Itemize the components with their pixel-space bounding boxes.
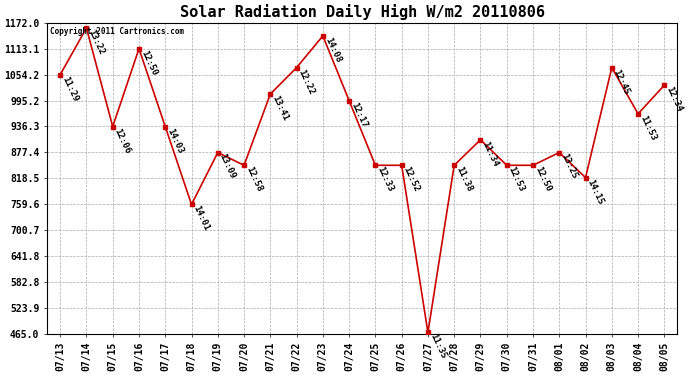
Text: 12:33: 12:33 bbox=[375, 165, 395, 194]
Text: 14:03: 14:03 bbox=[166, 127, 185, 155]
Text: 11:35: 11:35 bbox=[428, 333, 447, 361]
Text: 12:52: 12:52 bbox=[402, 165, 421, 194]
Text: 12:17: 12:17 bbox=[349, 100, 368, 129]
Text: 14:01: 14:01 bbox=[192, 204, 211, 232]
Text: 12:50: 12:50 bbox=[139, 49, 159, 77]
Text: 12:06: 12:06 bbox=[112, 127, 132, 155]
Text: 11:38: 11:38 bbox=[454, 165, 474, 194]
Text: 13:41: 13:41 bbox=[270, 94, 290, 122]
Title: Solar Radiation Daily High W/m2 20110806: Solar Radiation Daily High W/m2 20110806 bbox=[180, 4, 545, 20]
Text: 11:53: 11:53 bbox=[638, 114, 658, 142]
Text: 11:29: 11:29 bbox=[60, 75, 80, 103]
Text: 12:53: 12:53 bbox=[506, 165, 526, 194]
Text: 12:45: 12:45 bbox=[612, 68, 631, 96]
Text: 11:34: 11:34 bbox=[480, 140, 500, 168]
Text: 12:50: 12:50 bbox=[533, 165, 553, 194]
Text: 12:34: 12:34 bbox=[664, 85, 684, 113]
Text: 12:58: 12:58 bbox=[244, 165, 264, 194]
Text: 13:09: 13:09 bbox=[218, 153, 237, 181]
Text: 14:08: 14:08 bbox=[323, 36, 342, 64]
Text: 13:22: 13:22 bbox=[86, 28, 106, 56]
Text: 13:25: 13:25 bbox=[560, 153, 579, 181]
Text: 12:22: 12:22 bbox=[297, 68, 316, 96]
Text: Copyright 2011 Cartronics.com: Copyright 2011 Cartronics.com bbox=[50, 27, 184, 36]
Text: 14:15: 14:15 bbox=[586, 178, 605, 206]
